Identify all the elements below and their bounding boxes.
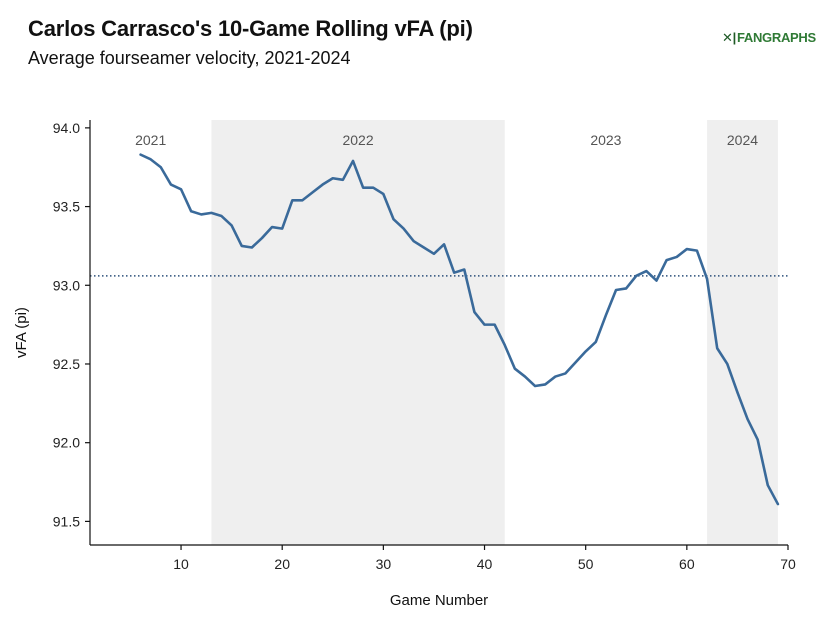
y-tick-label: 93.5: [53, 199, 80, 215]
logo-text: FANGRAPHS: [736, 30, 816, 45]
x-axis-title: Game Number: [390, 592, 488, 609]
x-tick-label: 30: [376, 556, 392, 572]
x-tick-label: 20: [274, 556, 290, 572]
axes: 10 20 30 40 50 60 70 91.5 92.0 92.5 93.0 93.5 94.0: [53, 120, 796, 572]
period-label-2023: 2023: [590, 132, 621, 148]
x-tick-label: 70: [780, 556, 796, 572]
chart-subtitle: Average fourseamer velocity, 2021-2024: [28, 48, 351, 68]
period-label-2021: 2021: [135, 132, 166, 148]
y-axis-title: vFA (pi): [13, 307, 30, 358]
y-tick-label: 94.0: [53, 120, 80, 136]
logo-mark-icon: ✕|: [722, 30, 736, 45]
period-label-2022: 2022: [342, 132, 373, 148]
y-tick-label: 92.0: [53, 435, 80, 451]
period-labels: 2021 2022 2023 2024: [135, 132, 758, 148]
period-label-2024: 2024: [727, 132, 758, 148]
y-tick-label: 93.0: [53, 277, 80, 293]
x-tick-label: 50: [578, 556, 594, 572]
y-tick-label: 91.5: [53, 513, 80, 529]
period-shade-2022: [211, 120, 505, 545]
fangraphs-logo: ✕|FANGRAPHS: [722, 30, 816, 46]
chart-title: Carlos Carrasco's 10-Game Rolling vFA (p…: [28, 16, 473, 41]
series-group: [139, 153, 780, 506]
series-line-0: [139, 153, 780, 506]
y-tick-label: 92.5: [53, 356, 80, 372]
x-tick-label: 40: [477, 556, 493, 572]
x-tick-label: 10: [173, 556, 189, 572]
period-shading: [211, 120, 778, 545]
x-tick-label: 60: [679, 556, 695, 572]
